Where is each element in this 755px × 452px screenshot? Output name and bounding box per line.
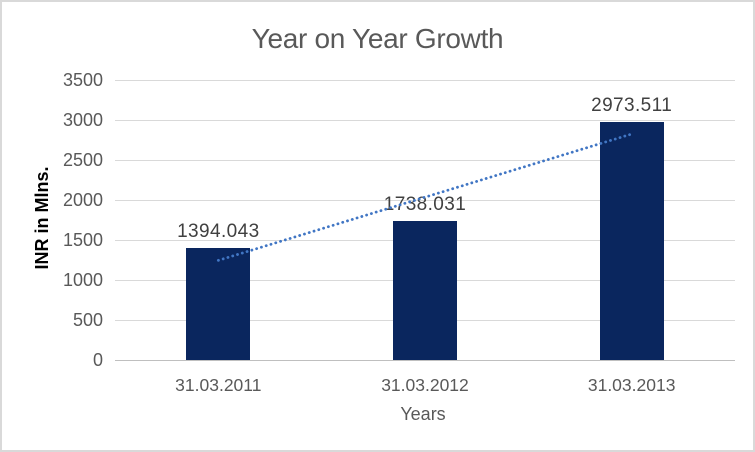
y-tick-label: 3000 bbox=[62, 110, 103, 130]
bar bbox=[393, 220, 457, 360]
category-label: 31.03.2011 bbox=[175, 375, 262, 395]
y-tick-label: 2000 bbox=[62, 190, 103, 210]
data-label: 1738.031 bbox=[383, 193, 467, 215]
gridline bbox=[115, 80, 735, 81]
bar bbox=[599, 122, 664, 360]
category-label: 31.03.2013 bbox=[587, 375, 676, 395]
y-tick-label: 500 bbox=[72, 310, 103, 330]
chart-title: Year on Year Growth bbox=[251, 23, 504, 54]
data-label: 1394.043 bbox=[177, 221, 260, 243]
bar bbox=[186, 248, 251, 360]
y-tick-label: 1500 bbox=[62, 230, 103, 250]
x-axis-title: Years bbox=[400, 404, 446, 424]
data-label: 2973.511 bbox=[591, 95, 673, 117]
x-axis-line bbox=[115, 360, 735, 361]
category-label: 31.03.2012 bbox=[381, 375, 469, 395]
y-tick-label: 0 bbox=[92, 350, 103, 370]
y-tick-label: 2500 bbox=[62, 150, 103, 170]
gridline bbox=[115, 120, 735, 121]
y-tick-label: 3500 bbox=[62, 70, 103, 90]
y-tick-label: 1000 bbox=[62, 270, 103, 290]
